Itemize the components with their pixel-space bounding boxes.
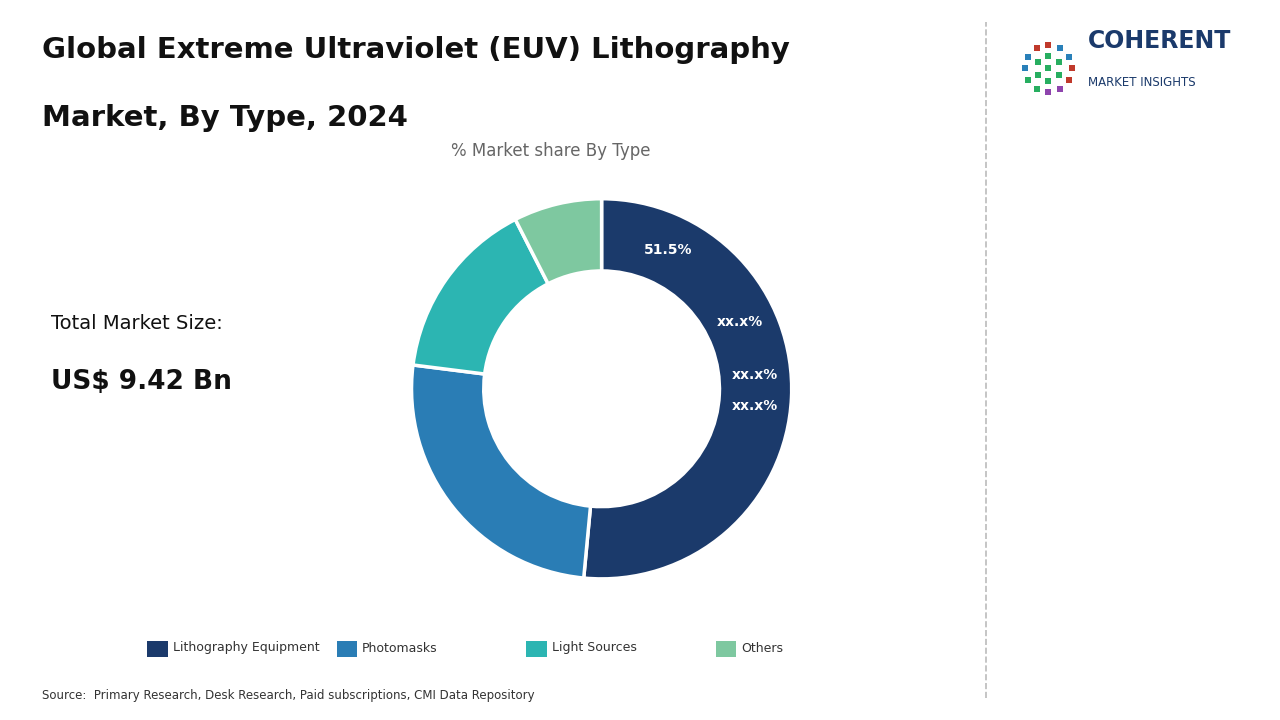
Bar — [526, 641, 547, 657]
Bar — [716, 641, 736, 657]
Text: % Market share By Type: % Market share By Type — [451, 142, 650, 160]
Wedge shape — [584, 199, 791, 579]
Bar — [337, 641, 357, 657]
Text: Others: Others — [741, 642, 783, 654]
Text: Photomasks: Photomasks — [362, 642, 438, 654]
Text: Global Extreme Ultraviolet (EUV) Lithography: Global Extreme Ultraviolet (EUV) Lithogr… — [42, 36, 790, 64]
Text: xx.x%: xx.x% — [717, 315, 763, 329]
Text: MARKET INSIGHTS: MARKET INSIGHTS — [1088, 76, 1196, 89]
Text: Lithography: Lithography — [1015, 554, 1128, 573]
Text: COHERENT: COHERENT — [1088, 30, 1231, 53]
Text: xx.x%: xx.x% — [732, 399, 778, 413]
Text: Market: Market — [1015, 608, 1080, 627]
Wedge shape — [516, 199, 602, 284]
Text: Global Extreme: Global Extreme — [1015, 446, 1160, 465]
Text: US$ 9.42 Bn: US$ 9.42 Bn — [51, 369, 232, 395]
Text: Source:  Primary Research, Desk Research, Paid subscriptions, CMI Data Repositor: Source: Primary Research, Desk Research,… — [42, 689, 535, 702]
Bar — [147, 641, 168, 657]
Text: Ultraviolet (EUV): Ultraviolet (EUV) — [1015, 500, 1171, 519]
Wedge shape — [412, 365, 590, 578]
Text: xx.x%: xx.x% — [732, 368, 778, 382]
Text: Revenue Share, 2024: Revenue Share, 2024 — [1015, 350, 1158, 363]
Text: Lithography Equipment: Lithography Equipment — [173, 642, 320, 654]
Text: Lithography Equipment: Lithography Equipment — [1015, 307, 1190, 320]
Text: Market, By Type, 2024: Market, By Type, 2024 — [42, 104, 408, 132]
Text: Type - Estimated Market: Type - Estimated Market — [1015, 328, 1176, 341]
Text: 51.5%: 51.5% — [644, 243, 692, 257]
Wedge shape — [413, 220, 548, 374]
Text: Total Market Size:: Total Market Size: — [51, 315, 223, 333]
Text: 51.5%: 51.5% — [1015, 244, 1149, 282]
Text: Light Sources: Light Sources — [552, 642, 636, 654]
